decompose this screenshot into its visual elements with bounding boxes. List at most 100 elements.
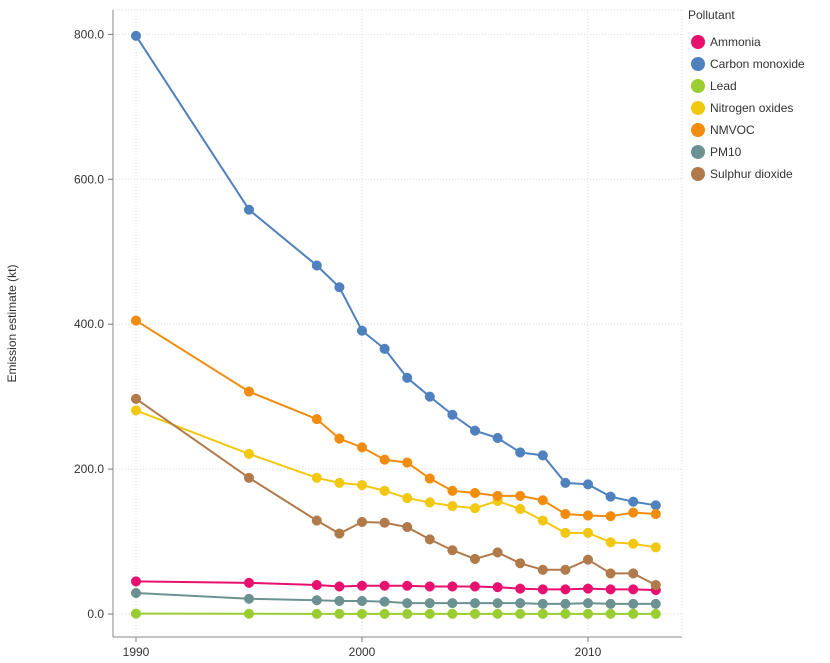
data-point[interactable]	[424, 598, 435, 609]
data-point[interactable]	[605, 537, 616, 548]
data-point[interactable]	[605, 598, 616, 609]
data-point[interactable]	[402, 522, 413, 533]
data-point[interactable]	[492, 582, 503, 593]
data-point[interactable]	[334, 608, 345, 619]
data-point[interactable]	[402, 457, 413, 468]
data-point[interactable]	[515, 447, 526, 458]
data-point[interactable]	[492, 598, 503, 609]
data-point[interactable]	[243, 204, 255, 215]
data-point[interactable]	[447, 608, 458, 619]
data-point[interactable]	[379, 608, 390, 619]
data-point[interactable]	[130, 393, 142, 404]
data-point[interactable]	[650, 598, 661, 609]
data-point[interactable]	[447, 598, 458, 609]
data-point[interactable]	[605, 511, 616, 522]
data-point[interactable]	[492, 547, 503, 558]
data-point[interactable]	[469, 553, 481, 564]
data-point[interactable]	[356, 479, 368, 491]
data-point[interactable]	[537, 450, 548, 461]
data-point[interactable]	[447, 545, 458, 556]
data-point[interactable]	[628, 608, 639, 619]
data-point[interactable]	[311, 414, 322, 425]
data-point[interactable]	[560, 598, 571, 609]
data-point[interactable]	[334, 477, 345, 488]
data-point[interactable]	[469, 425, 481, 436]
data-point[interactable]	[311, 608, 322, 619]
data-point[interactable]	[447, 581, 458, 592]
data-point[interactable]	[424, 581, 435, 592]
data-point[interactable]	[243, 577, 255, 588]
data-point[interactable]	[628, 584, 639, 595]
data-point[interactable]	[628, 538, 639, 549]
data-point[interactable]	[379, 596, 390, 607]
legend-item-pm10[interactable]: PM10	[691, 145, 742, 159]
data-point[interactable]	[582, 510, 594, 521]
data-point[interactable]	[537, 515, 548, 526]
data-point[interactable]	[243, 593, 255, 604]
data-point[interactable]	[334, 595, 345, 607]
data-point[interactable]	[130, 587, 142, 599]
data-point[interactable]	[628, 568, 639, 579]
data-point[interactable]	[447, 500, 458, 512]
data-point[interactable]	[356, 442, 368, 453]
data-point[interactable]	[334, 528, 345, 539]
data-point[interactable]	[492, 608, 503, 619]
data-point[interactable]	[311, 260, 322, 271]
data-point[interactable]	[243, 472, 255, 483]
data-point[interactable]	[628, 507, 639, 518]
legend-item-ammonia[interactable]: Ammonia	[691, 35, 761, 49]
data-point[interactable]	[605, 491, 616, 502]
data-point[interactable]	[537, 584, 548, 595]
data-point[interactable]	[130, 405, 142, 416]
data-point[interactable]	[650, 579, 661, 591]
data-point[interactable]	[560, 477, 571, 488]
data-point[interactable]	[447, 485, 458, 496]
legend-item-nmvoc[interactable]: NMVOC	[691, 123, 755, 137]
data-point[interactable]	[243, 386, 255, 397]
data-point[interactable]	[311, 472, 322, 483]
data-point[interactable]	[582, 598, 594, 609]
data-point[interactable]	[537, 598, 548, 609]
data-point[interactable]	[130, 30, 142, 41]
data-point[interactable]	[379, 580, 390, 591]
data-point[interactable]	[515, 503, 526, 514]
data-point[interactable]	[560, 608, 571, 619]
data-point[interactable]	[243, 608, 255, 619]
data-point[interactable]	[424, 497, 435, 508]
data-point[interactable]	[311, 515, 322, 526]
data-point[interactable]	[379, 517, 390, 528]
data-point[interactable]	[424, 391, 435, 402]
data-point[interactable]	[469, 487, 481, 499]
legend-item-carbon-monoxide[interactable]: Carbon monoxide	[691, 57, 805, 71]
data-point[interactable]	[469, 598, 481, 609]
data-point[interactable]	[334, 433, 345, 444]
data-point[interactable]	[356, 516, 368, 528]
data-point[interactable]	[605, 608, 616, 619]
data-point[interactable]	[605, 584, 616, 595]
data-point[interactable]	[402, 580, 413, 591]
data-point[interactable]	[379, 454, 390, 465]
data-point[interactable]	[311, 595, 322, 606]
data-point[interactable]	[537, 608, 548, 619]
data-point[interactable]	[402, 608, 413, 619]
data-point[interactable]	[379, 343, 390, 354]
data-point[interactable]	[582, 554, 594, 565]
data-point[interactable]	[402, 493, 413, 504]
data-point[interactable]	[311, 579, 322, 591]
legend-item-lead[interactable]: Lead	[691, 79, 737, 93]
legend-item-nitrogen-oxides[interactable]: Nitrogen oxides	[691, 101, 793, 115]
data-point[interactable]	[560, 564, 571, 575]
data-point[interactable]	[447, 409, 458, 420]
data-point[interactable]	[515, 608, 526, 619]
data-point[interactable]	[560, 508, 571, 520]
legend-item-sulphur-dioxide[interactable]: Sulphur dioxide	[691, 167, 793, 181]
data-point[interactable]	[582, 527, 594, 538]
data-point[interactable]	[424, 473, 435, 484]
data-point[interactable]	[515, 583, 526, 594]
data-point[interactable]	[650, 542, 661, 553]
data-point[interactable]	[605, 568, 616, 579]
data-point[interactable]	[402, 598, 413, 609]
data-point[interactable]	[469, 503, 481, 514]
data-point[interactable]	[334, 581, 345, 592]
data-point[interactable]	[356, 608, 368, 619]
